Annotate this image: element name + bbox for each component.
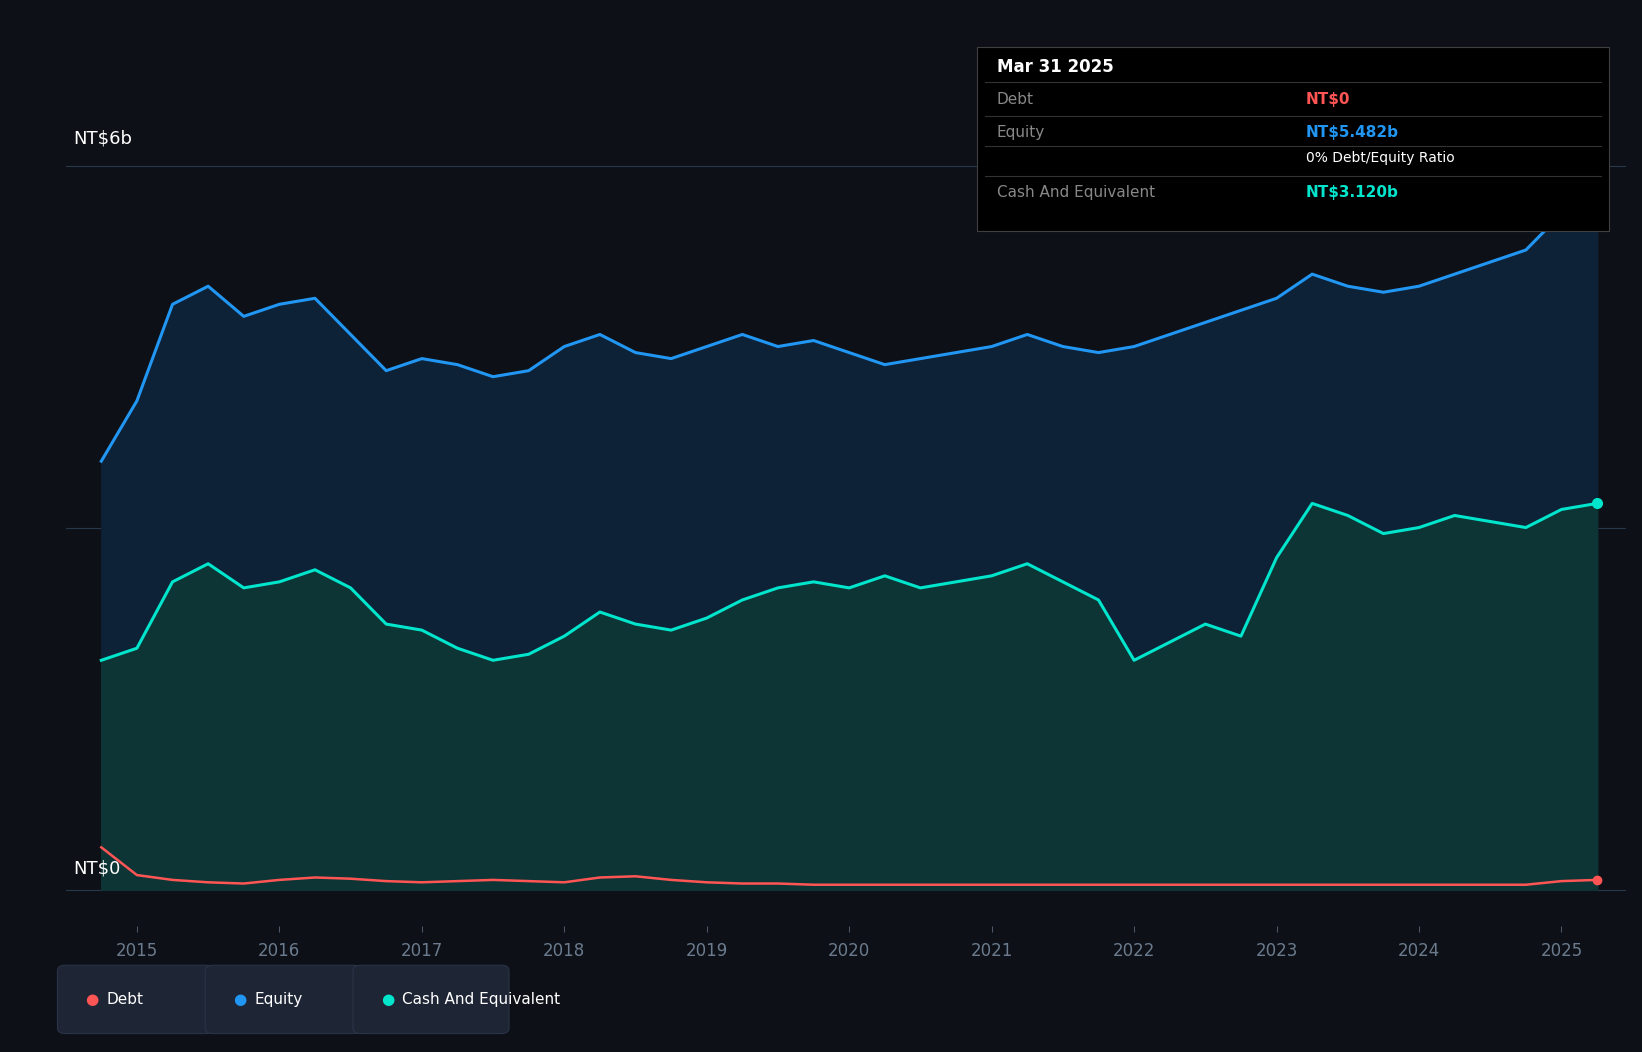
Text: Cash And Equivalent: Cash And Equivalent	[402, 992, 560, 1007]
Text: Debt: Debt	[107, 992, 144, 1007]
Text: NT$3.120b: NT$3.120b	[1305, 185, 1399, 201]
Text: ●: ●	[233, 992, 246, 1007]
Text: Mar 31 2025: Mar 31 2025	[997, 59, 1113, 77]
Text: Equity: Equity	[997, 125, 1044, 140]
Text: Equity: Equity	[255, 992, 302, 1007]
Text: ●: ●	[381, 992, 394, 1007]
Text: 0% Debt/Equity Ratio: 0% Debt/Equity Ratio	[1305, 150, 1455, 165]
Text: Debt: Debt	[997, 92, 1034, 106]
Text: NT$6b: NT$6b	[72, 129, 131, 147]
Text: Cash And Equivalent: Cash And Equivalent	[997, 185, 1154, 201]
Text: ●: ●	[85, 992, 99, 1007]
Text: NT$0: NT$0	[1305, 92, 1350, 106]
Text: NT$0: NT$0	[72, 859, 120, 877]
Text: NT$5.482b: NT$5.482b	[1305, 125, 1399, 140]
